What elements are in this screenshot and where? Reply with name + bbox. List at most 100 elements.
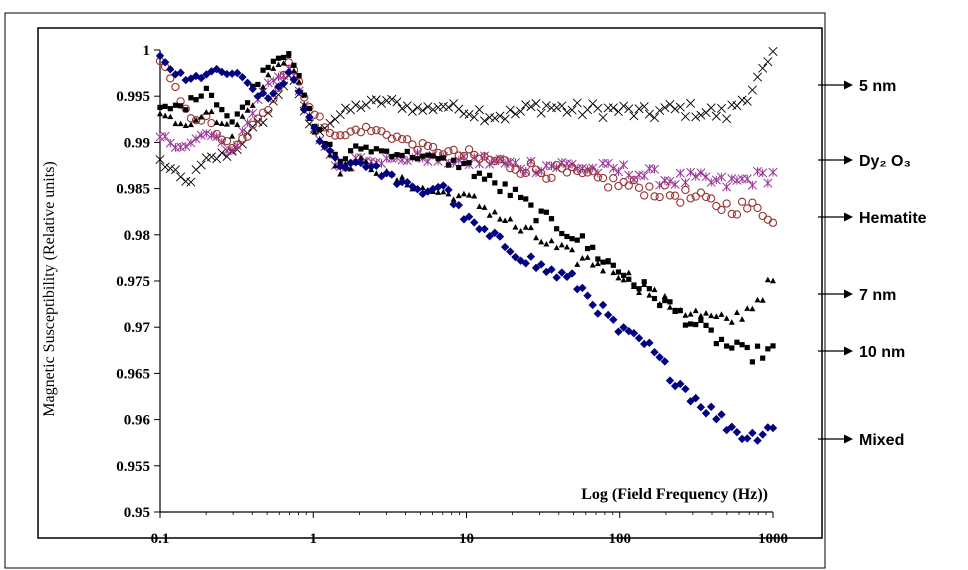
y-tick-label: 0.98	[124, 228, 150, 244]
legend-label: 10 nm	[859, 344, 905, 361]
data-point-asterisk	[469, 152, 479, 162]
data-point-diamond	[681, 384, 690, 394]
data-point-triangle	[347, 165, 354, 172]
data-point-x	[186, 177, 196, 187]
data-point-diamond	[567, 269, 577, 278]
data-point-circle	[490, 156, 499, 166]
data-point-x	[691, 112, 701, 122]
data-point-square	[244, 100, 251, 106]
data-point-asterisk	[675, 168, 685, 178]
data-point-triangle	[265, 71, 272, 78]
data-point-triangle	[481, 204, 488, 210]
data-point-circle	[660, 181, 669, 190]
data-point-square	[172, 102, 179, 108]
data-point-square	[554, 226, 560, 232]
data-point-square	[229, 119, 235, 125]
data-point-diamond	[670, 381, 680, 391]
data-point-square	[631, 282, 637, 288]
data-point-triangle	[739, 316, 746, 322]
y-tick-label: 0.975	[116, 274, 150, 290]
data-point-square	[384, 148, 390, 154]
data-point-diamond	[284, 68, 293, 77]
data-point-square	[394, 152, 400, 158]
data-point-asterisk	[752, 166, 763, 176]
data-point-triangle	[193, 116, 200, 123]
data-point-x	[516, 106, 526, 116]
data-point-circle	[640, 191, 649, 200]
data-point-x	[526, 102, 536, 112]
data-point-triangle	[223, 121, 230, 127]
data-point-square	[543, 209, 549, 215]
data-point-x	[583, 105, 593, 115]
data-point-triangle	[260, 83, 267, 90]
data-point-x	[572, 98, 582, 108]
data-point-triangle	[512, 224, 519, 230]
data-point-asterisk	[191, 134, 201, 144]
y-tick-label: 0.97	[124, 320, 151, 336]
data-point-square	[662, 297, 668, 304]
data-point-x	[624, 104, 634, 114]
data-point-square	[291, 62, 297, 68]
data-point-diamond	[506, 247, 515, 256]
data-point-circle	[650, 192, 659, 201]
data-point-circle	[573, 166, 582, 176]
data-point-circle	[516, 169, 525, 179]
data-point-diamond	[217, 67, 227, 77]
data-point-triangle	[177, 120, 184, 127]
data-point-triangle	[332, 162, 339, 169]
data-point-x	[165, 164, 175, 174]
data-point-square	[420, 153, 426, 159]
data-point-triangle	[666, 304, 673, 310]
data-point-diamond	[737, 434, 747, 444]
data-point-diamond	[536, 260, 546, 269]
data-point-square	[703, 322, 709, 328]
data-point-circle	[537, 168, 546, 178]
data-point-x	[505, 105, 515, 115]
data-point-triangle	[713, 313, 720, 320]
data-point-circle	[562, 168, 572, 177]
data-point-diamond	[155, 51, 165, 61]
data-point-triangle	[759, 297, 766, 303]
data-point-x	[160, 162, 170, 172]
data-point-triangle	[600, 267, 607, 274]
data-point-x	[407, 106, 417, 117]
data-point-diamond	[619, 323, 628, 332]
data-point-circle	[542, 174, 551, 183]
data-point-diamond	[696, 403, 706, 412]
data-point-square	[342, 156, 349, 162]
data-point-triangle	[466, 191, 473, 198]
data-point-triangle	[723, 315, 730, 321]
data-point-diamond	[330, 153, 340, 162]
data-point-diamond	[732, 427, 742, 437]
data-point-asterisk	[243, 118, 253, 128]
data-point-asterisk	[722, 182, 732, 192]
data-point-square	[461, 160, 467, 167]
legend-label: 7 nm	[859, 287, 896, 304]
data-point-diamond	[449, 200, 458, 209]
data-point-triangle	[651, 286, 658, 293]
data-point-square	[363, 144, 369, 150]
data-point-asterisk	[706, 177, 716, 187]
data-point-x	[593, 103, 603, 113]
data-point-square	[528, 202, 534, 208]
data-point-diamond	[727, 422, 736, 432]
data-point-circle	[459, 151, 469, 161]
y-tick-label: 0.96	[124, 413, 151, 429]
legend: 5 nm Dy₂ O₃ Hematite 7 nm 10 nm Mixed	[818, 78, 927, 449]
data-point-square	[373, 146, 379, 152]
data-point-square	[317, 126, 323, 132]
data-point-circle	[387, 134, 396, 143]
data-point-circle	[325, 128, 335, 138]
data-point-diamond	[542, 267, 551, 277]
data-point-triangle	[486, 212, 493, 218]
data-point-circle	[737, 197, 747, 206]
data-point-diamond	[294, 87, 304, 96]
data-point-diamond	[243, 78, 252, 88]
legend-arrow-head	[844, 289, 853, 299]
data-point-x	[619, 101, 629, 111]
data-point-square	[260, 67, 266, 73]
data-point-diamond	[160, 58, 170, 67]
data-point-square	[502, 181, 508, 187]
data-point-asterisk	[742, 174, 752, 184]
data-point-square	[667, 299, 673, 305]
